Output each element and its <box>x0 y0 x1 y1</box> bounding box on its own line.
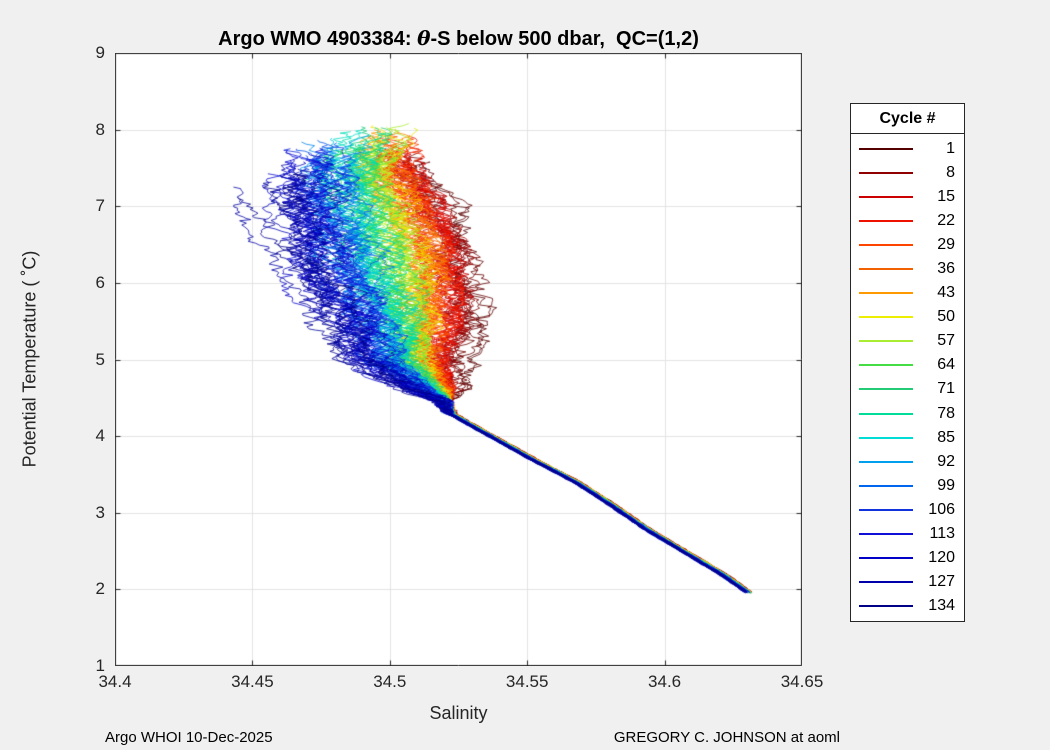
chart-title: Argo WMO 4903384: θ-S below 500 dbar, QC… <box>115 26 802 51</box>
chart-title-suffix: -S below 500 dbar, QC=(1,2) <box>430 28 699 50</box>
footer-credit-left: Argo WHOI 10-Dec-2025 <box>105 729 273 746</box>
legend-entry-cycle-15: 15 <box>851 188 964 206</box>
legend-line-swatch <box>859 172 913 175</box>
legend-entry-cycle-57: 57 <box>851 332 964 350</box>
legend-entry-cycle-92: 92 <box>851 453 964 471</box>
legend-entry-cycle-1: 1 <box>851 140 964 158</box>
legend-cycle-number: 106 <box>928 500 955 518</box>
legend-entry-cycle-120: 120 <box>851 549 964 567</box>
legend-line-swatch <box>859 580 913 583</box>
y-tick-label: 1 <box>95 656 105 675</box>
legend-line-swatch <box>859 148 913 151</box>
legend-body: 1 8 15 22 29 36 43 50 57 64 71 78 85 92 99 106 113 120 127… <box>851 134 964 621</box>
legend-cycle-number: 8 <box>946 164 955 182</box>
legend-cycle-number: 85 <box>937 428 955 446</box>
legend-line-swatch <box>859 484 913 487</box>
legend-line-swatch <box>859 292 913 295</box>
legend-line-swatch <box>859 268 913 271</box>
legend-cycle-number: 127 <box>928 572 955 590</box>
x-axis-label: Salinity <box>429 703 488 723</box>
y-tick-label: 7 <box>95 196 105 216</box>
legend-entry-cycle-106: 106 <box>851 501 964 519</box>
legend-cycle-number: 57 <box>937 332 955 350</box>
legend-line-swatch <box>859 244 913 247</box>
legend-cycle-number: 15 <box>937 188 955 206</box>
legend-cycle-number: 36 <box>937 260 955 278</box>
legend-entry-cycle-50: 50 <box>851 308 964 326</box>
x-tick-label: 34.45 <box>231 672 274 691</box>
y-tick-label: 2 <box>95 579 105 599</box>
legend-entry-cycle-36: 36 <box>851 260 964 278</box>
legend-entry-cycle-85: 85 <box>851 429 964 447</box>
legend-entry-cycle-78: 78 <box>851 405 964 423</box>
legend-cycle-number: 43 <box>937 284 955 302</box>
legend-line-swatch <box>859 436 913 439</box>
legend-cycle-number: 50 <box>937 308 955 326</box>
legend-line-swatch <box>859 556 913 559</box>
x-tick-label: 34.4 <box>98 672 132 691</box>
theta-s-plot-canvas <box>115 53 802 666</box>
legend-cycle-number: 113 <box>929 524 955 542</box>
legend-line-swatch <box>859 388 913 391</box>
x-tick-label: 34.65 <box>780 672 824 691</box>
legend-entry-cycle-127: 127 <box>851 573 964 591</box>
legend-entry-cycle-113: 113 <box>851 525 964 543</box>
legend-entry-cycle-134: 134 <box>851 597 964 615</box>
y-tick-label: 6 <box>95 272 105 292</box>
y-tick-label: 9 <box>95 43 105 62</box>
legend-line-swatch <box>859 508 913 511</box>
legend-line-swatch <box>859 412 913 415</box>
legend-cycle-number: 29 <box>937 236 955 254</box>
legend-cycle-number: 120 <box>928 548 955 566</box>
legend-line-swatch <box>859 460 913 463</box>
x-tick-label: 34.6 <box>648 672 682 691</box>
x-tick-label: 34.5 <box>373 672 407 691</box>
y-tick-label: 4 <box>95 426 105 446</box>
legend-line-swatch <box>859 364 913 367</box>
legend-title: Cycle # <box>851 104 964 134</box>
legend-entry-cycle-99: 99 <box>851 477 964 495</box>
legend-entry-cycle-22: 22 <box>851 212 964 230</box>
y-tick-label: 5 <box>95 349 105 369</box>
legend-cycle-number: 71 <box>937 380 955 398</box>
legend-line-swatch <box>859 532 913 535</box>
legend-cycle-number: 99 <box>937 476 955 494</box>
legend-cycle-number: 78 <box>937 404 955 422</box>
legend-cycle-number: 64 <box>937 356 955 374</box>
y-axis-label: Potential Temperature ( ˚C) <box>19 250 40 468</box>
legend-line-swatch <box>859 196 913 199</box>
plot-area <box>115 53 802 666</box>
legend-line-swatch <box>859 220 913 223</box>
legend-cycle-number: 1 <box>946 140 955 158</box>
x-tick-label: 34.55 <box>505 672 549 691</box>
legend-cycle-number: 22 <box>937 212 955 230</box>
legend-entry-cycle-29: 29 <box>851 236 964 254</box>
legend-cycle-number: 134 <box>928 596 955 614</box>
legend-line-swatch <box>859 340 913 343</box>
legend-line-swatch <box>859 316 913 319</box>
legend-entry-cycle-64: 64 <box>851 356 964 374</box>
footer-credit-right: GREGORY C. JOHNSON at aoml <box>613 729 840 746</box>
legend-entry-cycle-8: 8 <box>851 164 964 182</box>
legend: Cycle # 1 8 15 22 29 36 43 50 57 64 71 78 85 92 99 106 1… <box>850 103 965 622</box>
y-tick-label: 3 <box>95 502 105 522</box>
chart-title-prefix: Argo WMO 4903384: <box>218 28 418 50</box>
legend-entry-cycle-43: 43 <box>851 284 964 302</box>
theta-symbol: θ <box>417 26 431 50</box>
legend-cycle-number: 92 <box>937 452 955 470</box>
legend-line-swatch <box>859 604 913 607</box>
legend-entry-cycle-71: 71 <box>851 380 964 398</box>
y-tick-label: 8 <box>95 119 105 139</box>
